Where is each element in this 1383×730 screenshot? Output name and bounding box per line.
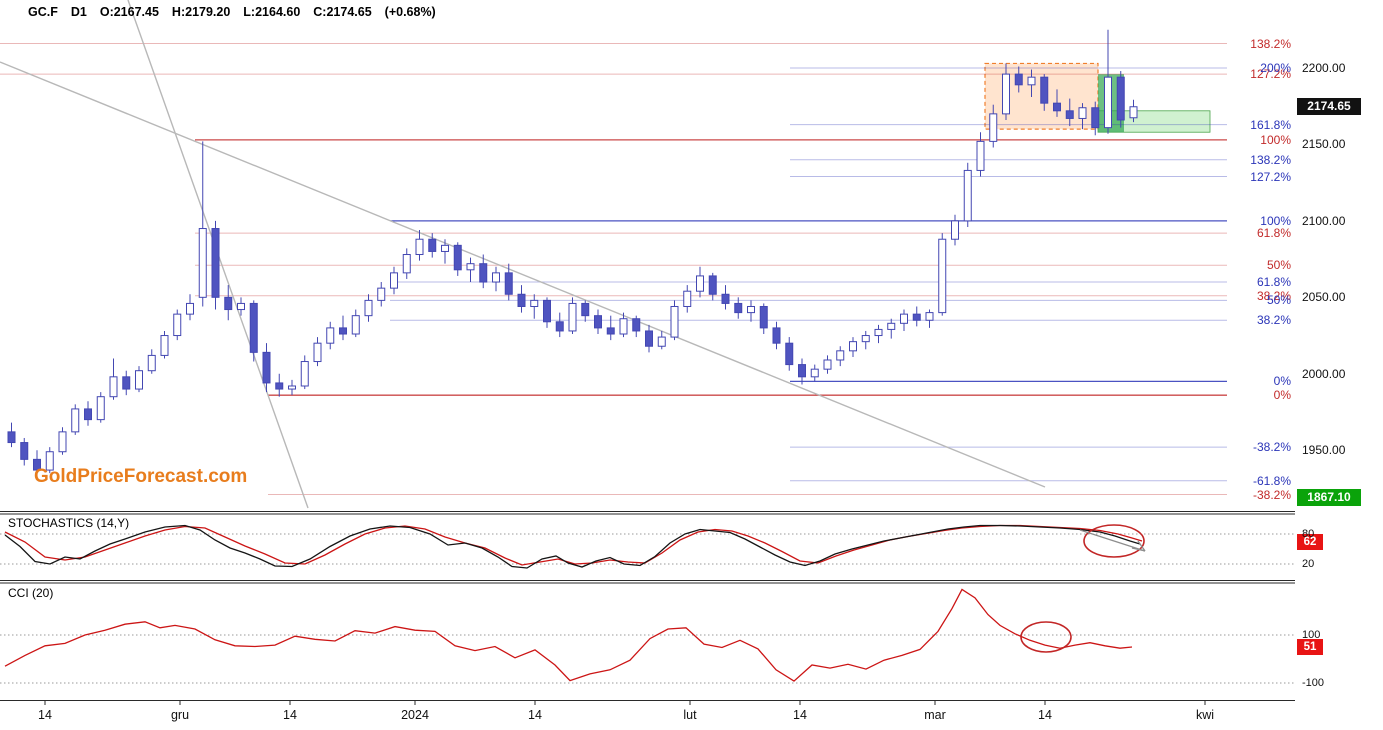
time-axis-label: mar bbox=[924, 708, 946, 722]
stochastics-value-badge: 62 bbox=[1297, 534, 1323, 550]
watermark-text: GoldPriceForecast.com bbox=[34, 466, 248, 487]
time-axis-label: lut bbox=[683, 708, 697, 722]
time-axis-label: 14 bbox=[1038, 708, 1052, 722]
symbol-label: GC.F bbox=[28, 5, 58, 19]
timeframe-label: D1 bbox=[70, 5, 87, 19]
low-value: L:2164.60 bbox=[243, 5, 301, 19]
time-axis-label: kwi bbox=[1195, 708, 1215, 722]
time-axis-label: 14 bbox=[528, 708, 542, 722]
ohlc-header: GC.F D1 O:2167.45 H:2179.20 L:2164.60 C:… bbox=[28, 5, 436, 19]
time-axis-label: 14 bbox=[283, 708, 297, 722]
change-value: (+0.68%) bbox=[384, 5, 436, 19]
time-axis-label: 14 bbox=[38, 708, 52, 722]
stochastics-title: STOCHASTICS (14,Y) bbox=[8, 516, 130, 530]
open-value: O:2167.45 bbox=[99, 5, 159, 19]
time-axis-label: 14 bbox=[793, 708, 807, 722]
target-price-badge: 1867.10 bbox=[1297, 489, 1361, 506]
time-axis[interactable]: 14 gru 14 2024 14 lut 14 mar 14 kwi bbox=[0, 706, 1383, 728]
time-axis-label: gru bbox=[170, 708, 190, 722]
cci-value-badge: 51 bbox=[1297, 639, 1323, 655]
close-value: C:2174.65 bbox=[313, 5, 372, 19]
high-value: H:2179.20 bbox=[171, 5, 231, 19]
time-axis-label: 2024 bbox=[401, 708, 429, 722]
current-price-badge: 2174.65 bbox=[1297, 98, 1361, 115]
cci-title: CCI (20) bbox=[8, 586, 54, 600]
